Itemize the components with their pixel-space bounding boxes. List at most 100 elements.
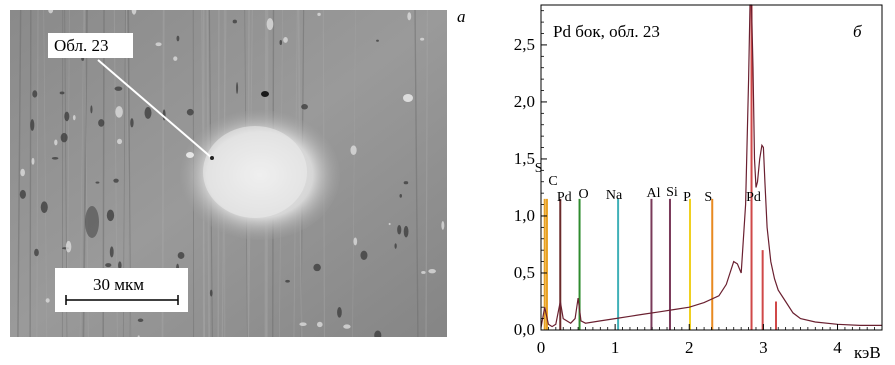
x-tick-label: 3 <box>759 338 768 357</box>
x-tick-label: 4 <box>833 338 842 357</box>
sem-micrograph: Обл. 23 30 мкм <box>10 10 447 337</box>
grain-speck <box>399 194 402 198</box>
grain-speck <box>48 10 54 14</box>
grain-speck <box>394 243 397 249</box>
grain-speck <box>403 181 409 185</box>
grain-speck <box>441 221 445 230</box>
grain-speck <box>45 298 50 303</box>
element-label: S <box>535 161 543 176</box>
grain-speck <box>360 250 368 261</box>
callout-point <box>210 156 214 160</box>
grain-speck <box>59 91 65 95</box>
grain-speck <box>65 240 72 253</box>
y-tick-label: 0,0 <box>514 320 535 339</box>
grain-speck <box>34 248 39 257</box>
scale-bar-box <box>55 268 188 312</box>
grain-speck <box>54 139 58 146</box>
grain-speck <box>343 324 351 329</box>
grain-speck <box>279 39 283 46</box>
panel-b-letter: б <box>853 22 862 41</box>
grain-speck <box>90 105 93 114</box>
grain-speck <box>407 12 412 21</box>
callout-leader-line <box>97 59 213 159</box>
grain-speck <box>116 138 123 145</box>
grain-speck <box>397 225 402 235</box>
y-tick-label: 2,0 <box>514 92 535 111</box>
grain-speck <box>64 111 70 122</box>
callout-label: Обл. 23 <box>54 36 109 55</box>
grain-speck <box>115 106 123 118</box>
element-label: Na <box>606 188 623 203</box>
y-tick-label: 2,5 <box>514 35 535 54</box>
grain-speck <box>420 37 425 41</box>
grain-speck <box>388 222 391 226</box>
grain-speck <box>186 108 194 116</box>
element-label: P <box>683 190 691 205</box>
grain-speck <box>106 209 115 222</box>
grain-speck <box>113 178 119 183</box>
grain-speck <box>98 119 105 127</box>
grain-speck <box>72 114 76 121</box>
grain-speck <box>403 225 409 238</box>
scratch-line <box>43 10 48 337</box>
scratch-line <box>29 10 32 337</box>
element-label: Si <box>666 185 678 200</box>
grain-speck <box>31 157 35 165</box>
grain-speck <box>155 42 162 47</box>
grain-speck <box>173 56 178 61</box>
grain-speck <box>105 263 112 268</box>
grain-speck <box>283 37 288 43</box>
x-axis-unit: кэВ <box>854 343 881 362</box>
grain-speck <box>118 261 122 270</box>
grain-speck <box>40 201 48 213</box>
grain-speck <box>337 307 342 318</box>
grain-speck <box>109 246 114 258</box>
pore-mark <box>261 91 269 97</box>
grain-speck <box>32 90 38 98</box>
scratch-line <box>36 10 39 337</box>
scratch-line <box>352 10 356 337</box>
grain-speck <box>313 263 321 272</box>
grain-speck <box>376 39 379 42</box>
grain-speck <box>316 321 323 328</box>
spectrum-line <box>540 4 882 328</box>
grain-speck <box>114 86 123 91</box>
callout-box <box>48 33 133 58</box>
scratch-line <box>17 10 22 337</box>
scratch-line <box>414 10 419 337</box>
bright-spot-core <box>203 126 307 218</box>
pore-mark <box>85 206 99 238</box>
y-tick-label: 1,5 <box>514 149 535 168</box>
grain-speck <box>19 189 26 199</box>
x-tick-label: 2 <box>685 338 694 357</box>
x-tick-label: 0 <box>537 338 546 357</box>
grain-speck <box>421 271 426 274</box>
pore-mark <box>403 94 413 102</box>
grain-speck <box>428 269 436 274</box>
grain-speck <box>95 181 100 184</box>
element-markers <box>543 5 777 330</box>
grain-speck <box>177 251 185 259</box>
scratch-line <box>425 10 429 337</box>
grain-speck <box>130 118 134 128</box>
y-tick-label: 0,5 <box>514 263 535 282</box>
x-axis: 0 1 2 3 4 <box>537 324 875 357</box>
grain-speck <box>60 132 68 143</box>
y-axis: 0,0 0,5 1,0 1,5 2,0 2,5 <box>514 10 547 339</box>
grain-speck <box>137 318 144 322</box>
grain-speck <box>374 330 382 337</box>
grain-speck <box>301 104 308 110</box>
grain-speck <box>299 322 307 327</box>
grain-speck <box>350 145 357 156</box>
panel-a-letter: а <box>457 7 466 26</box>
grain-speck <box>317 12 321 17</box>
element-label: O <box>578 187 588 202</box>
grain-speck <box>209 289 213 297</box>
grain-speck <box>176 35 180 42</box>
element-label: S <box>704 190 712 205</box>
grain-speck <box>20 168 25 177</box>
grain-speck <box>285 279 290 283</box>
grain-speck <box>353 237 358 246</box>
element-label: Pd <box>557 190 572 205</box>
